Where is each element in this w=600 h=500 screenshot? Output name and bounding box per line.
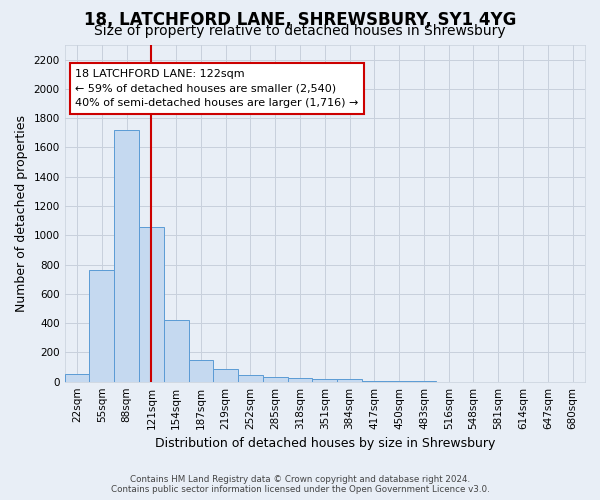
Bar — [65, 374, 89, 382]
Bar — [188, 360, 214, 382]
Bar — [412, 381, 436, 382]
Text: 18 LATCHFORD LANE: 122sqm
← 59% of detached houses are smaller (2,540)
40% of se: 18 LATCHFORD LANE: 122sqm ← 59% of detac… — [75, 68, 358, 108]
Bar — [313, 380, 337, 382]
X-axis label: Distribution of detached houses by size in Shrewsbury: Distribution of detached houses by size … — [155, 437, 495, 450]
Text: Size of property relative to detached houses in Shrewsbury: Size of property relative to detached ho… — [94, 24, 506, 38]
Bar — [114, 130, 139, 382]
Bar — [164, 320, 188, 382]
Bar — [214, 369, 238, 382]
Bar — [139, 226, 164, 382]
Bar — [337, 380, 362, 382]
Bar — [362, 381, 387, 382]
Text: 18, LATCHFORD LANE, SHREWSBURY, SY1 4YG: 18, LATCHFORD LANE, SHREWSBURY, SY1 4YG — [84, 11, 516, 29]
Bar — [263, 376, 287, 382]
Bar — [89, 270, 114, 382]
Text: Contains HM Land Registry data © Crown copyright and database right 2024.
Contai: Contains HM Land Registry data © Crown c… — [110, 474, 490, 494]
Y-axis label: Number of detached properties: Number of detached properties — [15, 115, 28, 312]
Bar — [287, 378, 313, 382]
Bar — [387, 381, 412, 382]
Bar — [238, 375, 263, 382]
